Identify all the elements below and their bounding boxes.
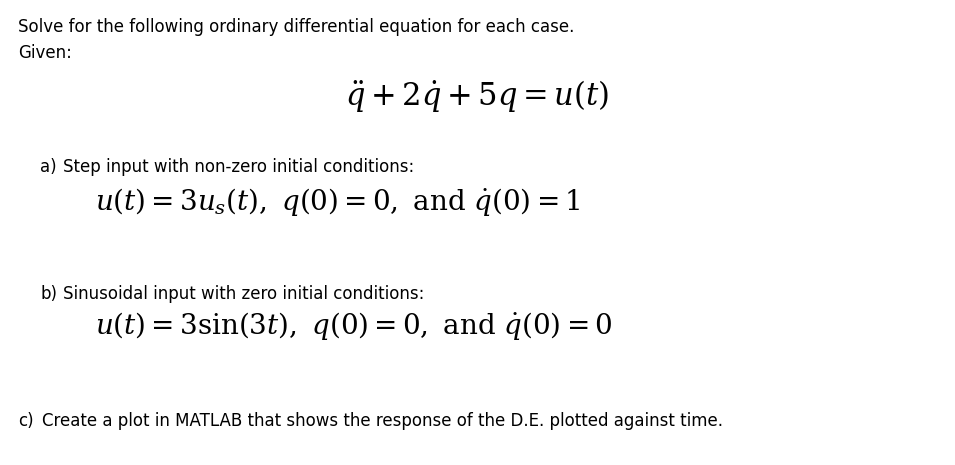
Text: Given:: Given: xyxy=(18,44,72,62)
Text: $u(t) = 3u_s(t),\ q(0) = 0,\ \mathrm{and}\ \dot{q}(0) = 1$: $u(t) = 3u_s(t),\ q(0) = 0,\ \mathrm{and… xyxy=(95,186,581,218)
Text: Create a plot in MATLAB that shows the response of the D.E. plotted against time: Create a plot in MATLAB that shows the r… xyxy=(42,412,723,430)
Text: c): c) xyxy=(18,412,33,430)
Text: Sinusoidal input with zero initial conditions:: Sinusoidal input with zero initial condi… xyxy=(63,285,424,303)
Text: $\ddot{q} + 2\dot{q} + 5q = u(t)$: $\ddot{q} + 2\dot{q} + 5q = u(t)$ xyxy=(346,78,609,114)
Text: b): b) xyxy=(40,285,57,303)
Text: Step input with non-zero initial conditions:: Step input with non-zero initial conditi… xyxy=(63,158,414,176)
Text: Solve for the following ordinary differential equation for each case.: Solve for the following ordinary differe… xyxy=(18,18,574,36)
Text: a): a) xyxy=(40,158,56,176)
Text: $u(t) = 3\sin(3t),\ q(0) = 0,\ \mathrm{and}\ \dot{q}(0) = 0$: $u(t) = 3\sin(3t),\ q(0) = 0,\ \mathrm{a… xyxy=(95,310,612,342)
